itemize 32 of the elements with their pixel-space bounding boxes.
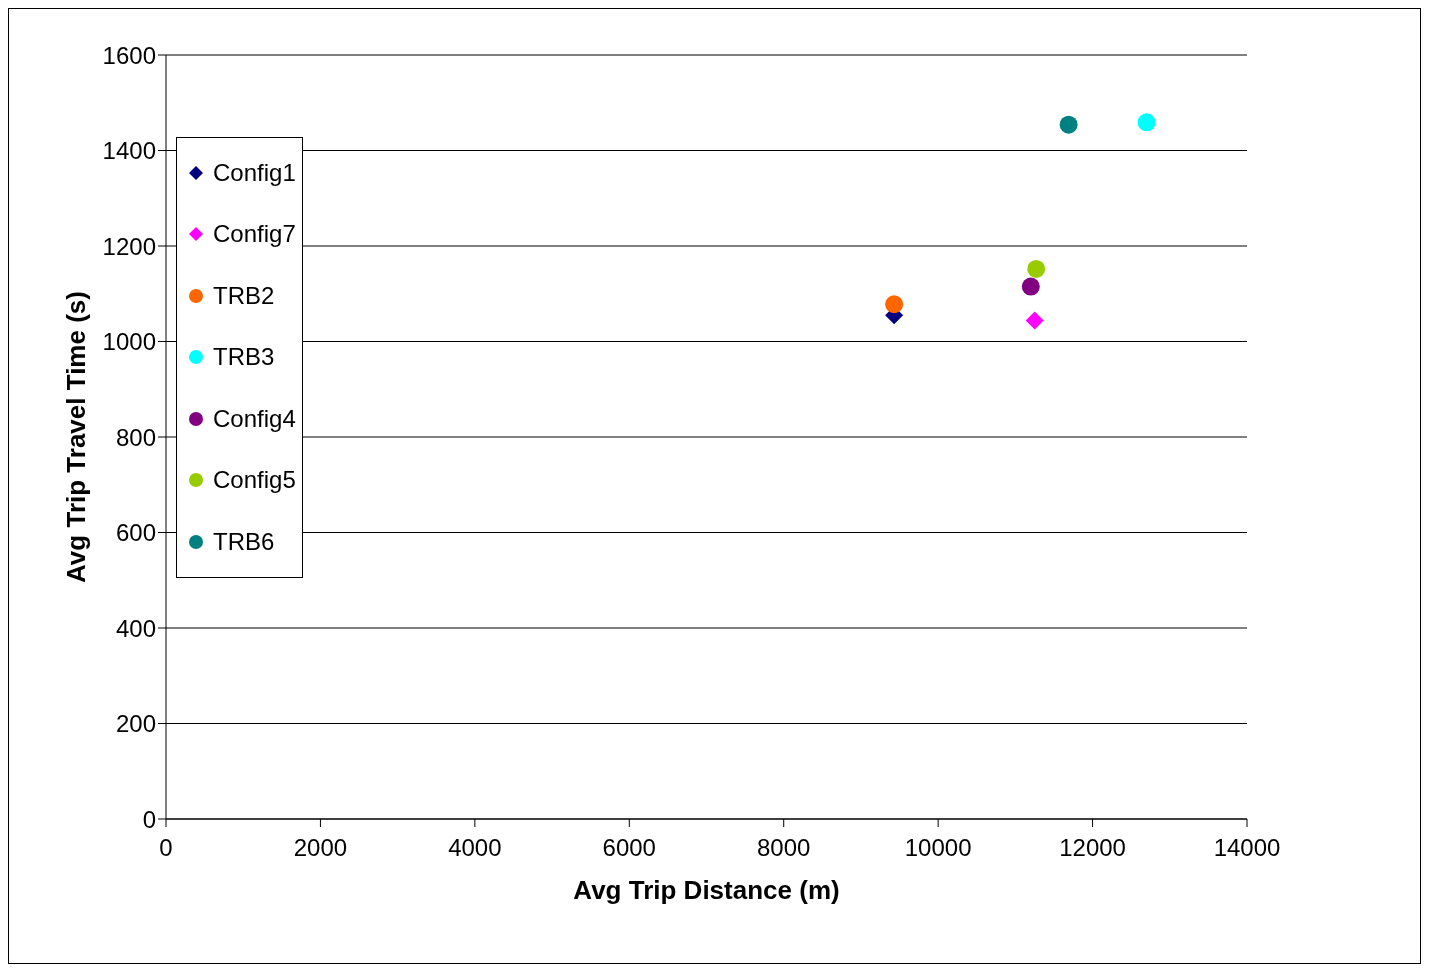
legend-label: TRB2 <box>213 281 275 310</box>
x-tick-label: 0 <box>159 834 173 862</box>
x-tick-label: 4000 <box>448 834 502 862</box>
legend-label: Config4 <box>213 404 296 433</box>
point <box>1059 115 1078 134</box>
point <box>1137 113 1156 132</box>
y-tick-label: 1400 <box>102 137 156 165</box>
legend-label: TRB3 <box>213 343 275 372</box>
legend-label: Config5 <box>213 466 296 495</box>
legend-label: Config1 <box>213 158 296 187</box>
x-tick-label: 14000 <box>1213 834 1281 862</box>
point <box>1021 277 1040 296</box>
x-tick-label: 8000 <box>757 834 811 862</box>
x-tick-label: 6000 <box>602 834 656 862</box>
y-axis-title: Avg Trip Travel Time (s) <box>61 291 92 583</box>
point <box>1025 311 1044 330</box>
y-tick-label: 1000 <box>102 328 156 356</box>
x-tick-label: 2000 <box>293 834 348 862</box>
x-axis-title: Avg Trip Distance (m) <box>573 875 840 905</box>
y-tick-label: 400 <box>115 614 156 642</box>
y-tick-label: 200 <box>115 710 156 738</box>
y-tick-label: 0 <box>142 805 156 833</box>
point <box>885 295 904 314</box>
y-tick-label: 1600 <box>102 41 156 69</box>
legend-label: Config7 <box>213 220 296 249</box>
x-tick-label: 10000 <box>904 834 972 862</box>
y-tick-label: 800 <box>115 423 156 451</box>
y-tick-label: 1200 <box>102 232 156 260</box>
x-tick-label: 12000 <box>1059 834 1126 862</box>
point <box>1027 259 1046 278</box>
y-tick-label: 600 <box>115 519 156 547</box>
legend-label: TRB6 <box>213 527 275 556</box>
